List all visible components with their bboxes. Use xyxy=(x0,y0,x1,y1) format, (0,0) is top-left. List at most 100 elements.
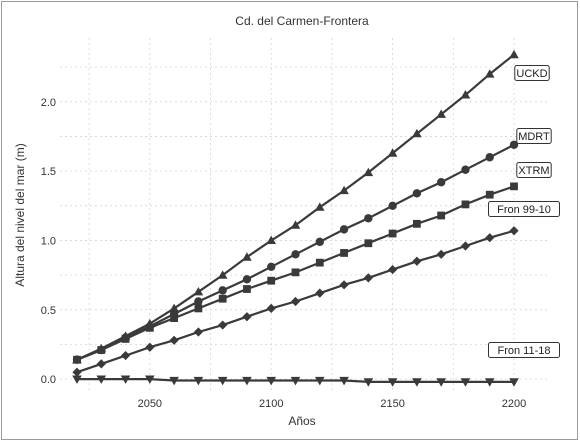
data-point xyxy=(72,375,82,384)
data-point xyxy=(242,275,252,284)
data-point xyxy=(339,225,349,234)
data-point xyxy=(266,303,276,314)
series-label-box xyxy=(488,342,560,358)
data-point xyxy=(193,327,203,337)
tick-labels: 2050 2100 2150 2200 0.0 0.5 1.0 1.5 2.0 xyxy=(41,97,527,410)
data-point xyxy=(314,202,325,211)
data-point xyxy=(145,375,155,384)
data-point xyxy=(509,226,519,236)
data-point xyxy=(388,264,398,275)
data-point xyxy=(412,189,422,198)
series-label-text: XTRM xyxy=(518,165,549,177)
data-point xyxy=(485,190,494,199)
data-point xyxy=(484,378,495,387)
data-point xyxy=(217,270,228,279)
data-point xyxy=(315,258,324,267)
data-point xyxy=(509,49,519,59)
data-point xyxy=(267,276,276,285)
series-label-box xyxy=(516,128,552,144)
series-fron-99-10 xyxy=(72,226,519,377)
data-point xyxy=(509,378,519,387)
data-point xyxy=(267,262,276,272)
data-point xyxy=(461,165,470,174)
data-point xyxy=(339,280,349,290)
data-point xyxy=(315,237,324,247)
data-point xyxy=(266,235,277,245)
data-point xyxy=(193,376,204,386)
data-point xyxy=(194,304,203,313)
data-point xyxy=(315,288,325,298)
series-xtrm xyxy=(73,182,518,364)
data-point xyxy=(72,367,82,377)
data-point xyxy=(145,323,154,332)
series-fron-11-18 xyxy=(72,375,519,387)
data-point xyxy=(217,376,228,386)
data-point xyxy=(387,148,398,157)
series-label-box xyxy=(516,162,552,178)
data-point xyxy=(363,273,373,283)
data-point xyxy=(194,297,203,306)
data-point xyxy=(290,296,301,307)
series-group xyxy=(72,49,519,387)
series-labels: UCKD MDRT XTRM Fron 99-10 Fron 11-18 xyxy=(488,65,560,358)
series-label-text: Fron 99-10 xyxy=(497,204,551,216)
data-point xyxy=(460,90,471,99)
chart-title: Cd. del Carmen-Frontera xyxy=(235,14,369,28)
data-point xyxy=(243,285,251,293)
data-point xyxy=(436,178,446,187)
x-tick-label: 2050 xyxy=(138,398,162,410)
data-point xyxy=(363,167,374,177)
series-label: UCKD xyxy=(514,65,550,81)
data-point xyxy=(170,314,179,323)
series-label: XTRM xyxy=(516,162,552,178)
data-point xyxy=(364,214,373,223)
data-point xyxy=(340,249,348,257)
x-axis-title: Años xyxy=(288,414,315,428)
series-label: Fron 11-18 xyxy=(488,342,560,358)
data-point xyxy=(121,335,130,343)
data-point xyxy=(339,185,349,195)
data-point xyxy=(242,312,252,322)
data-point xyxy=(291,268,300,277)
data-point xyxy=(120,375,131,384)
y-tick-label: 1.0 xyxy=(41,235,56,247)
data-point xyxy=(218,294,227,303)
x-tick-label: 2150 xyxy=(380,398,404,410)
data-point xyxy=(510,182,518,191)
data-point xyxy=(388,201,397,210)
data-point xyxy=(218,320,228,330)
data-point xyxy=(314,376,325,386)
data-point xyxy=(364,239,373,248)
series-label-box xyxy=(514,65,550,81)
y-tick-label: 2.0 xyxy=(41,97,56,109)
data-point xyxy=(387,378,398,387)
data-point xyxy=(388,229,397,238)
data-point xyxy=(266,376,277,386)
data-point xyxy=(460,241,471,251)
data-point xyxy=(436,109,446,118)
data-point xyxy=(461,200,470,209)
data-point xyxy=(291,250,300,259)
data-point xyxy=(145,342,155,352)
series-label-box xyxy=(488,201,560,217)
data-point xyxy=(169,376,179,386)
y-tick-label: 0.5 xyxy=(41,305,56,317)
y-axis-title: Altura del nivel del mar (m) xyxy=(13,143,27,286)
data-point xyxy=(460,378,471,387)
data-point xyxy=(169,335,179,345)
data-point xyxy=(290,220,301,229)
data-point xyxy=(412,128,422,138)
x-tick-label: 2100 xyxy=(259,398,283,410)
data-point xyxy=(509,140,519,149)
data-point xyxy=(290,376,301,386)
x-tick-label: 2200 xyxy=(502,398,526,410)
data-point xyxy=(96,359,106,369)
data-point xyxy=(120,350,131,361)
data-point xyxy=(412,219,421,228)
data-point xyxy=(412,378,422,387)
data-point xyxy=(485,153,494,162)
y-tick-label: 1.5 xyxy=(41,166,56,178)
data-point xyxy=(485,233,495,243)
